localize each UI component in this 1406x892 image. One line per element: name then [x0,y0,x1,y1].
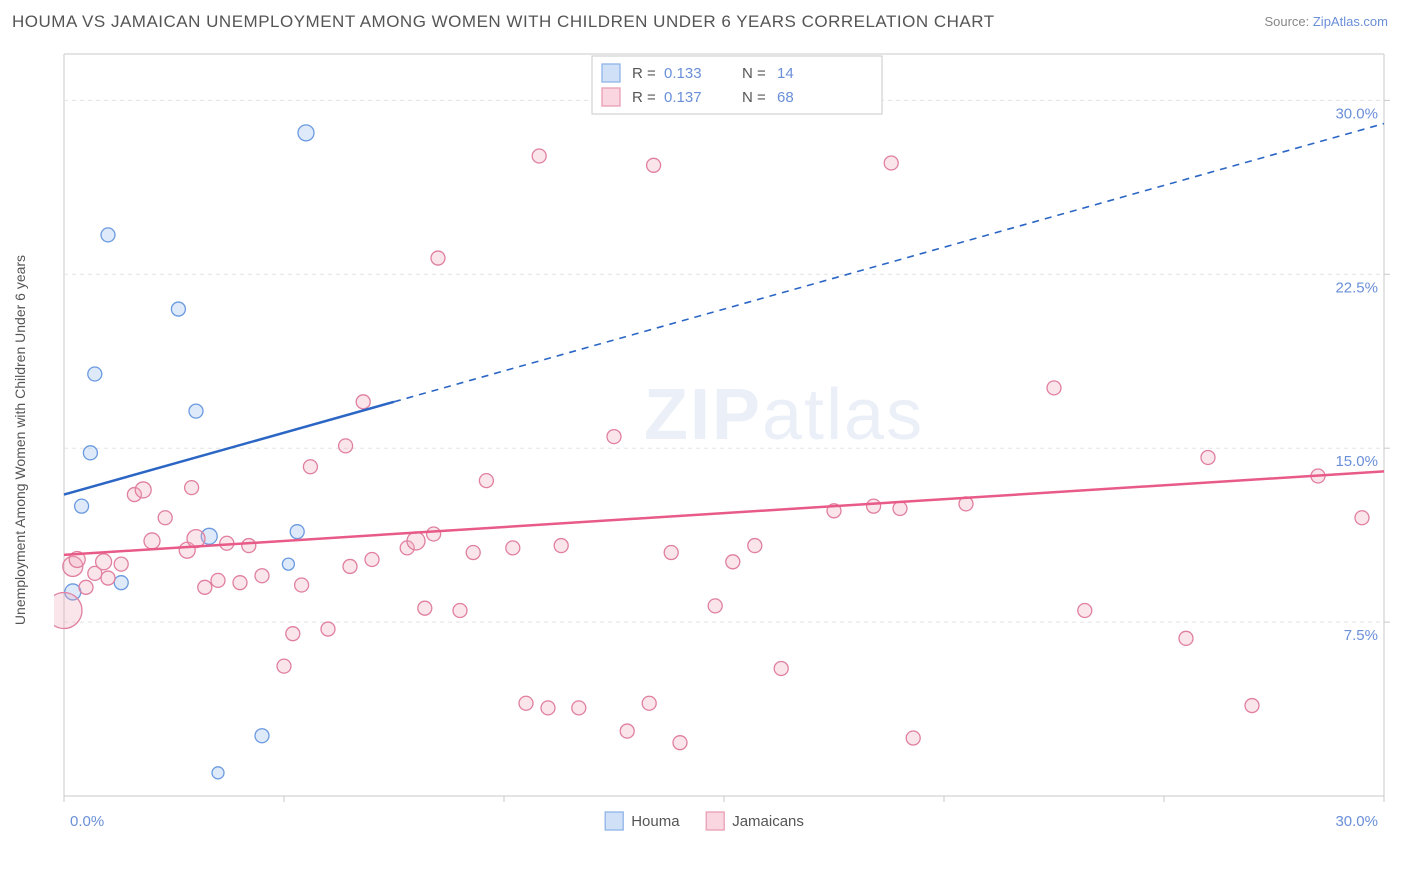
data-point [101,228,115,242]
legend-swatch [602,88,620,106]
data-point [572,701,586,715]
chart-title: HOUMA VS JAMAICAN UNEMPLOYMENT AMONG WOM… [12,12,995,32]
legend-swatch [602,64,620,82]
data-point [1179,631,1193,645]
legend-n-value: 14 [777,65,794,82]
legend-r-value: 0.137 [664,89,702,106]
legend-n-label: N = [742,65,766,82]
data-point [114,576,128,590]
data-point [519,696,533,710]
data-point [356,395,370,409]
y-tick-label: 30.0% [1335,105,1378,122]
legend-r-label: R = [632,89,656,106]
data-point [255,569,269,583]
data-point [321,622,335,636]
data-point [642,696,656,710]
data-point [343,559,357,573]
data-point [75,499,89,513]
y-axis-label: Unemployment Among Women with Children U… [12,255,28,625]
data-point [211,573,225,587]
data-point [171,302,185,316]
x-axis-max: 30.0% [1335,813,1378,830]
data-point [607,430,621,444]
data-point [647,158,661,172]
data-point [453,604,467,618]
source-link[interactable]: ZipAtlas.com [1313,14,1388,29]
data-point [774,661,788,675]
data-point [867,499,881,513]
data-point [708,599,722,613]
data-point [233,576,247,590]
data-point [282,558,294,570]
legend-n-value: 68 [777,89,794,106]
data-point [290,525,304,539]
y-tick-label: 15.0% [1335,453,1378,470]
data-point [277,659,291,673]
legend-label: Houma [631,813,680,830]
data-point [620,724,634,738]
data-point [212,767,224,779]
data-point [339,439,353,453]
y-tick-label: 7.5% [1344,627,1378,644]
source-prefix: Source: [1264,14,1312,29]
data-point [79,580,93,594]
legend-n-label: N = [742,89,766,106]
data-point [1078,604,1092,618]
x-axis-min: 0.0% [70,813,104,830]
data-point [1245,699,1259,713]
data-point [1047,381,1061,395]
data-point [431,251,445,265]
data-point [185,481,199,495]
data-point [135,482,151,498]
data-point [554,539,568,553]
data-point [466,546,480,560]
legend-label: Jamaicans [732,813,804,830]
data-point [906,731,920,745]
data-point [144,533,160,549]
data-point [427,527,441,541]
data-point [479,474,493,488]
data-point [198,580,212,594]
trend-line [64,471,1384,554]
legend-r-label: R = [632,65,656,82]
data-point [88,367,102,381]
data-point [101,571,115,585]
data-point [726,555,740,569]
legend-r-value: 0.133 [664,65,702,82]
source-attribution: Source: ZipAtlas.com [1264,14,1388,29]
data-point [664,546,678,560]
data-point [1201,450,1215,464]
data-point [83,446,97,460]
data-point [541,701,555,715]
data-point [748,539,762,553]
data-point [1355,511,1369,525]
data-point [418,601,432,615]
data-point [298,125,314,141]
data-point [255,729,269,743]
scatter-chart: 7.5% 15.0% 22.5% 30.0% 0.0% 30.0% R = 0.133 N = 1… [54,44,1394,834]
data-point [295,578,309,592]
data-point [303,460,317,474]
data-point [506,541,520,555]
legend-swatch [605,812,623,830]
data-point [407,532,425,550]
legend-swatch [706,812,724,830]
y-tick-label: 22.5% [1335,279,1378,296]
data-point [96,554,112,570]
data-point [286,627,300,641]
data-point [365,552,379,566]
data-point [532,149,546,163]
data-point [673,736,687,750]
data-point [189,404,203,418]
data-point [114,557,128,571]
data-point [242,539,256,553]
data-point [893,501,907,515]
data-point [884,156,898,170]
data-point [158,511,172,525]
chart-area: 7.5% 15.0% 22.5% 30.0% 0.0% 30.0% R = 0.133 N = 1… [54,44,1394,834]
